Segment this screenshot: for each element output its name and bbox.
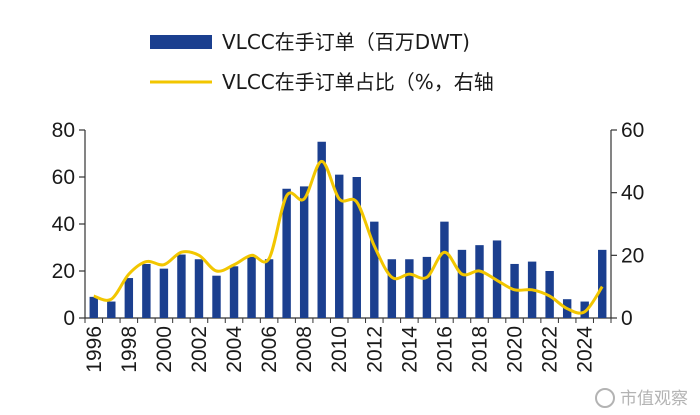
bar-2024 — [580, 301, 589, 318]
bar-2008 — [299, 186, 309, 318]
bar-2009 — [317, 141, 326, 318]
right-tick-label: 20 — [621, 244, 644, 267]
x-tick-label: 2016 — [433, 326, 456, 373]
bar-1999 — [142, 263, 151, 318]
right-tick-label: 40 — [621, 182, 644, 205]
bar-1998 — [124, 278, 134, 318]
legend-line-label: VLCC在手订单占比（%，右轴 — [222, 70, 494, 94]
bar-2002 — [194, 259, 204, 318]
x-tick-label: 2010 — [328, 326, 351, 373]
left-tick-label: 0 — [63, 307, 75, 330]
bar-2001 — [177, 254, 186, 318]
share-line — [93, 159, 604, 315]
right-tick-label: 60 — [621, 119, 644, 142]
x-tick-label: 2020 — [504, 326, 527, 373]
legend-bar-swatch — [150, 35, 212, 49]
bar-1996 — [89, 296, 98, 318]
bar-2010 — [335, 174, 344, 318]
bar-2012 — [370, 221, 379, 318]
bar-2015 — [422, 256, 432, 318]
x-tick-label: 2004 — [223, 326, 246, 373]
x-tick-label: 2018 — [469, 326, 492, 373]
x-tick-label: 1996 — [83, 326, 106, 373]
weibo-logo-icon — [595, 388, 615, 408]
left-tick-label: 80 — [52, 119, 75, 142]
bar-2025 — [598, 249, 607, 318]
x-tick-label: 1998 — [118, 326, 141, 373]
left-tick-label: 20 — [52, 260, 75, 283]
legend-bar-label: VLCC在手订单（百万DWT) — [222, 30, 470, 54]
bar-2004 — [229, 266, 239, 318]
bar-2006 — [264, 259, 274, 318]
legend: VLCC在手订单（百万DWT) VLCC在手订单占比（%，右轴 — [150, 30, 494, 94]
bar-2014 — [405, 259, 414, 318]
right-tick-label: 0 — [621, 307, 633, 330]
right-axis-ticks: 0 20 40 60 — [611, 119, 644, 330]
bar-2003 — [212, 275, 221, 318]
left-tick-label: 60 — [52, 166, 75, 189]
watermark: 市值观察 — [595, 388, 688, 409]
bar-2016 — [440, 221, 449, 318]
x-tick-label: 2024 — [574, 326, 597, 373]
bar-2018 — [475, 245, 484, 318]
line-series — [93, 159, 604, 315]
x-tick-label: 2000 — [153, 326, 176, 373]
x-tick-label: 2022 — [539, 326, 562, 373]
bar-2011 — [352, 177, 361, 318]
bar-2005 — [247, 256, 256, 318]
left-tick-label: 40 — [52, 213, 75, 236]
x-tick-label: 2012 — [363, 326, 386, 373]
bar-2013 — [387, 259, 397, 318]
bar-2007 — [282, 188, 291, 318]
x-tick-label: 2006 — [258, 326, 281, 373]
bar-1997 — [107, 301, 116, 318]
x-tick-label: 2008 — [293, 326, 316, 373]
bar-series — [89, 141, 607, 318]
bar-2017 — [457, 249, 467, 318]
x-axis-ticks: 1996 1998 2000 2002 2004 2006 2008 2010 2012 2014… — [83, 318, 612, 373]
watermark-text: 市值观察 — [620, 389, 688, 409]
bar-2000 — [159, 268, 169, 318]
x-tick-label: 2002 — [188, 326, 211, 373]
x-tick-label: 2014 — [398, 326, 421, 373]
left-axis-ticks: 0 20 40 60 80 — [52, 119, 85, 330]
